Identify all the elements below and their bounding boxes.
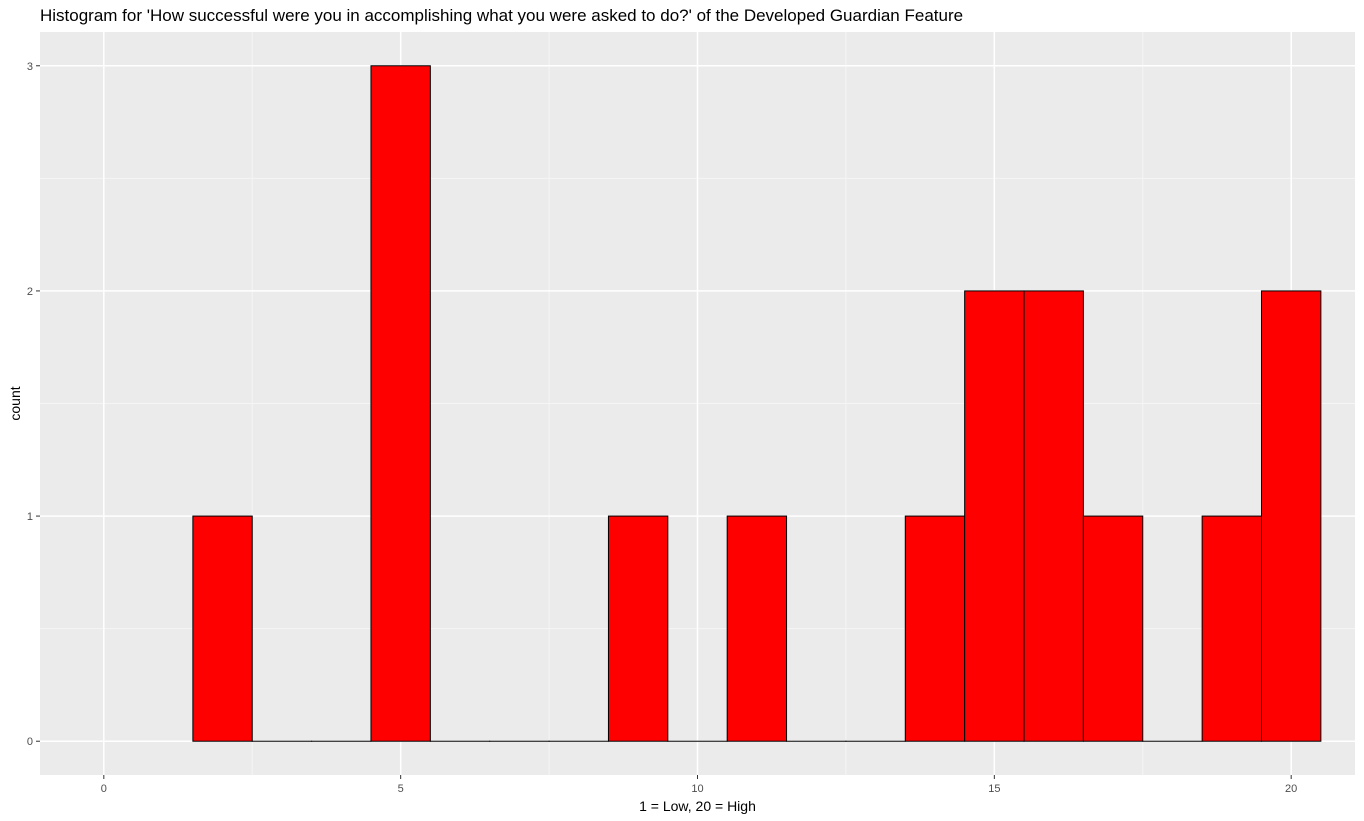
- histogram-bar: [964, 290, 1025, 742]
- x-tick-label: 10: [691, 783, 703, 795]
- x-tick-label: 5: [398, 783, 404, 795]
- histogram-bar: [370, 65, 431, 742]
- x-tick-label: 20: [1285, 783, 1297, 795]
- histogram-bar: [1260, 290, 1322, 742]
- x-axis: 0 5 10 15 20: [101, 775, 1297, 795]
- histogram-bar: [1201, 515, 1262, 742]
- y-tick-label: 3: [27, 61, 33, 73]
- x-tick-label: 0: [101, 783, 107, 795]
- y-axis-title: count: [7, 386, 23, 420]
- histogram-bar: [1023, 290, 1084, 742]
- x-axis-title: 1 = Low, 20 = High: [639, 798, 756, 814]
- histogram-bar: [904, 515, 966, 742]
- y-axis: 0 1 2 3: [27, 61, 40, 748]
- histogram-bar: [1082, 515, 1144, 742]
- y-tick-label: 1: [27, 511, 33, 523]
- histogram-bars: [192, 65, 1322, 742]
- y-tick-label: 0: [27, 736, 33, 748]
- chart-title: Histogram for 'How successful were you i…: [40, 6, 964, 25]
- histogram-bar: [192, 515, 253, 742]
- histogram-bar: [607, 515, 669, 742]
- y-tick-label: 2: [27, 286, 33, 298]
- x-tick-label: 15: [988, 783, 1000, 795]
- histogram-bar: [726, 515, 788, 742]
